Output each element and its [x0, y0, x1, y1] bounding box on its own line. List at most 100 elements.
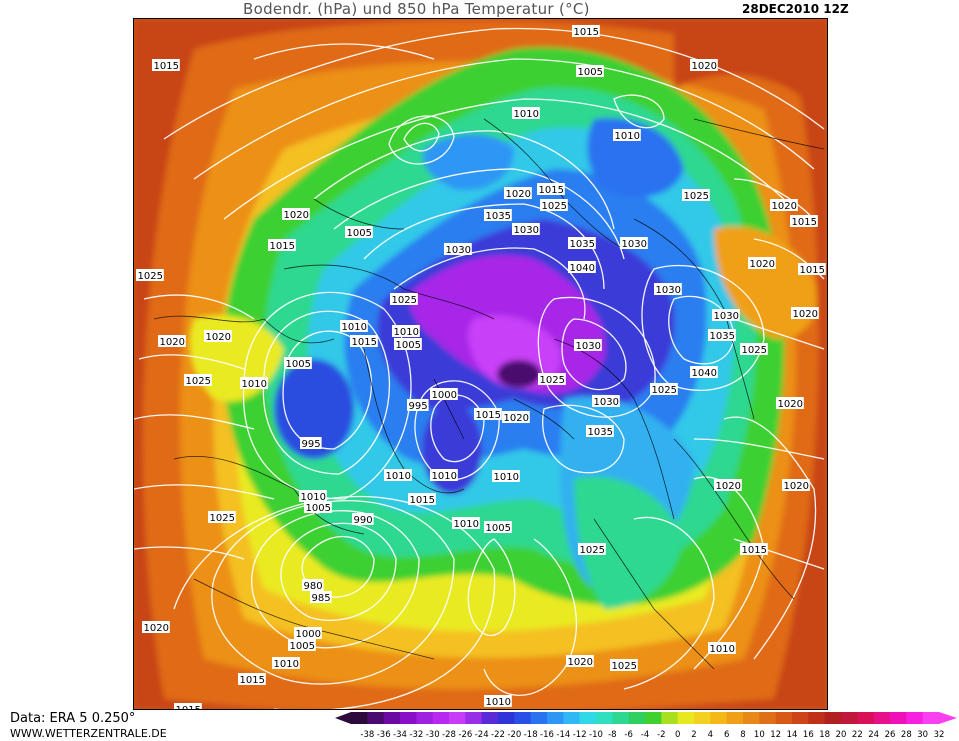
pressure-label-box: [352, 513, 374, 525]
pressure-label-box: [790, 215, 818, 227]
colorbar-swatch: [383, 712, 401, 724]
colorbar-tick-label: 14: [787, 730, 798, 740]
colorbar-tick-label: -12: [573, 730, 587, 740]
pressure-label-box: [282, 208, 310, 220]
pressure-label-box: [712, 309, 740, 321]
pressure-label: 1035: [570, 239, 595, 250]
pressure-label-box: [782, 479, 810, 491]
pressure-label: 1005: [286, 359, 311, 370]
colorbar-swatch: [841, 712, 858, 724]
pressure-label: 1005: [306, 503, 331, 514]
colorbar-swatch: [922, 712, 940, 724]
pressure-label: 1020: [750, 259, 775, 270]
pressure-label: 1010: [432, 471, 457, 482]
colorbar-swatch: [628, 712, 646, 724]
pressure-label-box: [350, 335, 378, 347]
pressure-label: 1005: [486, 523, 511, 534]
pressure-label-box: [492, 470, 520, 482]
pressure-label: 1020: [144, 623, 169, 634]
colorbar-tick-label: -22: [491, 730, 505, 740]
pressure-label-box: [142, 621, 170, 633]
pressure-label: 980: [304, 581, 323, 592]
pressure-label: 1025: [580, 545, 605, 556]
colorbar-tick-label: 20: [836, 730, 847, 740]
colorbar-tick-label: -14: [556, 730, 570, 740]
colorbar-tick-label: -6: [624, 730, 632, 740]
pressure-label: 1020: [284, 210, 309, 221]
pressure-label-box: [770, 199, 798, 211]
colorbar-tick-label: -4: [641, 730, 649, 740]
pressure-label: 1020: [784, 481, 809, 492]
pressure-label: 1025: [652, 385, 677, 396]
colorbar-tick-label: 10: [754, 730, 765, 740]
pressure-label-box: [430, 469, 458, 481]
pressure-label: 1025: [392, 295, 417, 306]
colorbar-swatches: [335, 712, 957, 724]
colorbar-right-arrow: [939, 712, 957, 724]
colorbar-swatch: [596, 712, 613, 724]
pressure-label-box: [682, 189, 710, 201]
colorbar-tick-label: -24: [475, 730, 489, 740]
pressure-label: 1010: [514, 109, 539, 120]
colorbar-tick-label: 4: [708, 730, 713, 740]
pressure-label: 1015: [410, 495, 435, 506]
colorbar-swatch: [449, 712, 466, 724]
colorbar-tick-label: -36: [377, 730, 391, 740]
pressure-label: 1025: [540, 375, 565, 386]
pressure-label: 1005: [578, 67, 603, 78]
pressure-label: 1020: [793, 309, 818, 320]
colorbar-swatch: [710, 712, 728, 724]
pressure-label-box: [340, 320, 368, 332]
pressure-label-box: [537, 183, 565, 195]
pressure-label: 1010: [615, 131, 640, 142]
pressure-label: 1020: [504, 413, 529, 424]
pressure-label-box: [690, 59, 718, 71]
colorbar-swatch: [416, 712, 434, 724]
pressure-label: 1010: [454, 519, 479, 530]
pressure-label-box: [740, 343, 768, 355]
pressure-label-box: [158, 335, 186, 347]
pressure-label: 990: [354, 515, 373, 526]
pressure-label-box: [268, 239, 296, 251]
colorbar-tick-label: -38: [360, 730, 374, 740]
pressure-label-box: [272, 657, 300, 669]
pressure-label-box: [384, 469, 412, 481]
colorbar-tick-label: -10: [589, 730, 603, 740]
pressure-label-box: [152, 59, 180, 71]
colorbar-swatch: [547, 712, 564, 724]
pressure-label: 1020: [568, 657, 593, 668]
pressure-label-box: [444, 243, 472, 255]
pressure-label: 1010: [394, 327, 419, 338]
colorbar-tick-label: -16: [540, 730, 554, 740]
pressure-label: 1030: [446, 245, 471, 256]
pressure-label: 1030: [594, 397, 619, 408]
colorbar-swatch: [792, 712, 809, 724]
pressure-label-box: [184, 374, 212, 386]
colorbar-swatch: [890, 712, 907, 724]
pressure-label-box: [394, 338, 422, 350]
pressure-label: 1020: [716, 481, 741, 492]
colorbar-swatch: [579, 712, 597, 724]
pressure-label: 1015: [574, 27, 599, 38]
colorbar-swatch: [694, 712, 711, 724]
colorbar-tick-label: 16: [803, 730, 814, 740]
colorbar-tick-label: -32: [409, 730, 423, 740]
pressure-label-box: [304, 501, 332, 513]
pressure-label: 1035: [486, 211, 511, 222]
pressure-label-box: [240, 377, 268, 389]
pressure-label-box: [302, 579, 324, 591]
pressure-label: 1010: [386, 471, 411, 482]
pressure-label-box: [484, 521, 512, 533]
pressure-label: 1025: [542, 201, 567, 212]
colorbar-tick-label: -20: [507, 730, 521, 740]
colorbar-tick-label: -28: [442, 730, 456, 740]
pressure-label: 1005: [396, 340, 421, 351]
colorbar-swatch: [743, 712, 760, 724]
pressure-label: 995: [302, 439, 321, 450]
pressure-label: 1025: [742, 345, 767, 356]
pressure-label-box: [408, 493, 436, 505]
pressure-label: 1010: [710, 644, 735, 655]
pressure-label-box: [538, 373, 566, 385]
pressure-label-box: [474, 408, 502, 420]
pressure-label-box: [484, 695, 512, 707]
